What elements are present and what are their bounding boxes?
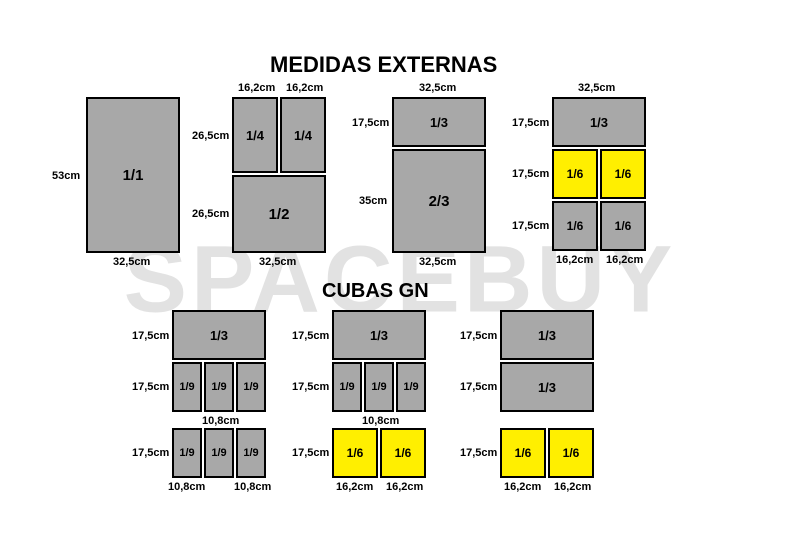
pan-b2-16-a: 1/6: [332, 428, 378, 478]
dim-b2-162-a: 16,2cm: [336, 481, 373, 493]
pan-1-6-g-b: 1/6: [600, 201, 646, 251]
title-bottom: CUBAS GN: [322, 280, 429, 303]
dim-b2-162-b: 16,2cm: [386, 481, 423, 493]
dim-b1-175-c: 17,5cm: [132, 447, 169, 459]
dim-265-b: 26,5cm: [192, 208, 229, 220]
pan-b3-13-b: 1/3: [500, 362, 594, 412]
dim-175-b: 17,5cm: [512, 117, 549, 129]
dim-b3-175-a: 17,5cm: [460, 330, 497, 342]
dim-35cm: 35cm: [359, 195, 387, 207]
pan-b2-19-a: 1/9: [332, 362, 362, 412]
dim-162-a: 16,2cm: [238, 82, 275, 94]
dim-b3-175-c: 17,5cm: [460, 447, 497, 459]
dim-53cm: 53cm: [52, 170, 80, 182]
pan-b1-19-d: 1/9: [172, 428, 202, 478]
pan-b1-19-e: 1/9: [204, 428, 234, 478]
dim-162-b: 16,2cm: [286, 82, 323, 94]
dim-325-a: 32,5cm: [113, 256, 150, 268]
dim-162-c: 16,2cm: [556, 254, 593, 266]
dim-b1-175-a: 17,5cm: [132, 330, 169, 342]
diagram-canvas: SPACEBUY MEDIDAS EXTERNAS CUBAS GN 1/1 5…: [0, 0, 800, 559]
dim-162-d: 16,2cm: [606, 254, 643, 266]
dim-b1-108-b: 10,8cm: [234, 481, 271, 493]
pan-1-3-b: 1/3: [552, 97, 646, 147]
pan-2-3: 2/3: [392, 149, 486, 253]
pan-b3-16-a: 1/6: [500, 428, 546, 478]
pan-b2-16-b: 1/6: [380, 428, 426, 478]
pan-1-6-g-a: 1/6: [552, 201, 598, 251]
dim-175-c: 17,5cm: [512, 168, 549, 180]
dim-b1-108-a: 10,8cm: [168, 481, 205, 493]
pan-1-4-b: 1/4: [280, 97, 326, 173]
pan-b1-19-b: 1/9: [204, 362, 234, 412]
dim-325-e: 32,5cm: [578, 82, 615, 94]
pan-b2-19-b: 1/9: [364, 362, 394, 412]
pan-b1-19-a: 1/9: [172, 362, 202, 412]
pan-1-1: 1/1: [86, 97, 180, 253]
dim-b3-162-a: 16,2cm: [504, 481, 541, 493]
pan-1-2: 1/2: [232, 175, 326, 253]
dim-325-d: 32,5cm: [419, 256, 456, 268]
pan-b2-13: 1/3: [332, 310, 426, 360]
dim-b3-162-b: 16,2cm: [554, 481, 591, 493]
title-top: MEDIDAS EXTERNAS: [270, 52, 497, 78]
pan-b3-13-a: 1/3: [500, 310, 594, 360]
dim-b2-175-a: 17,5cm: [292, 330, 329, 342]
dim-325-c: 32,5cm: [419, 82, 456, 94]
pan-1-6-y-a: 1/6: [552, 149, 598, 199]
pan-b1-19-f: 1/9: [236, 428, 266, 478]
dim-b2-175-b: 17,5cm: [292, 381, 329, 393]
dim-175-d: 17,5cm: [512, 220, 549, 232]
dim-265-a: 26,5cm: [192, 130, 229, 142]
dim-b1-108-mid: 10,8cm: [202, 415, 239, 427]
dim-175-a: 17,5cm: [352, 117, 389, 129]
pan-b1-13: 1/3: [172, 310, 266, 360]
pan-b3-16-b: 1/6: [548, 428, 594, 478]
dim-325-b: 32,5cm: [259, 256, 296, 268]
pan-1-3-a: 1/3: [392, 97, 486, 147]
pan-1-4-a: 1/4: [232, 97, 278, 173]
pan-1-6-y-b: 1/6: [600, 149, 646, 199]
dim-b2-108-mid: 10,8cm: [362, 415, 399, 427]
dim-b3-175-b: 17,5cm: [460, 381, 497, 393]
dim-b2-175-c: 17,5cm: [292, 447, 329, 459]
pan-b2-19-c: 1/9: [396, 362, 426, 412]
dim-b1-175-b: 17,5cm: [132, 381, 169, 393]
pan-b1-19-c: 1/9: [236, 362, 266, 412]
